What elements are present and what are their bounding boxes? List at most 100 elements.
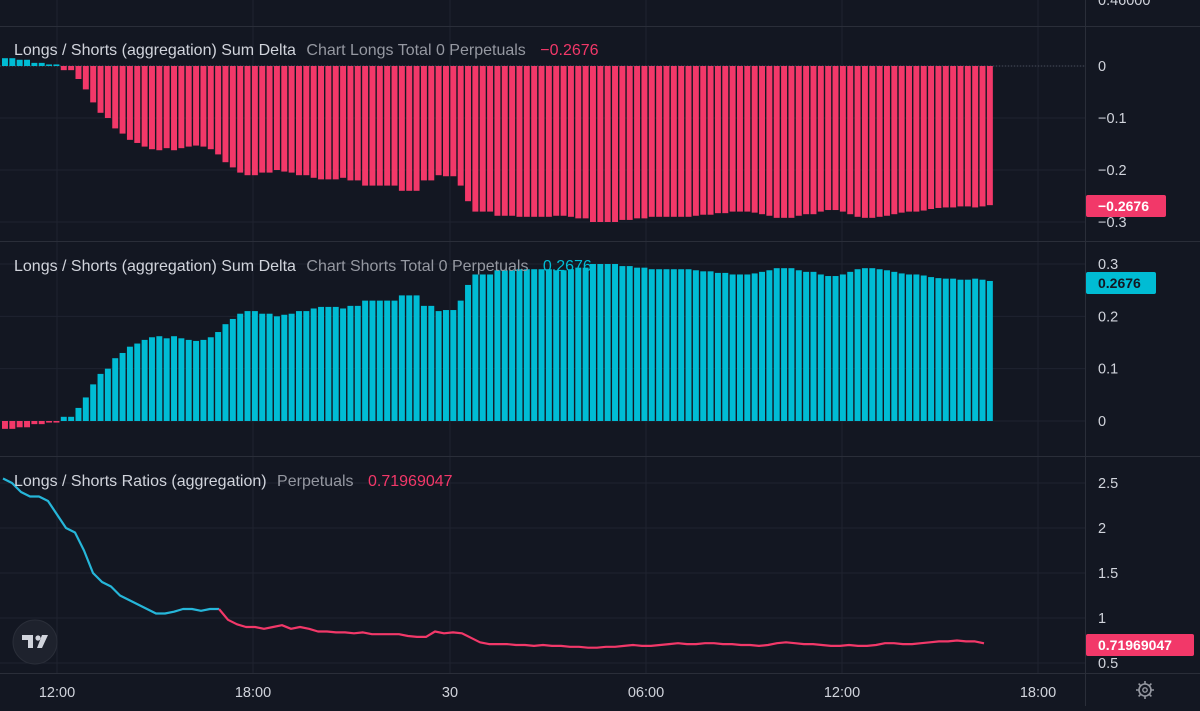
bar bbox=[906, 274, 912, 421]
bar bbox=[913, 274, 920, 421]
bar bbox=[751, 273, 758, 421]
bar bbox=[626, 266, 633, 421]
bar bbox=[685, 269, 692, 421]
bar bbox=[82, 397, 89, 421]
bar bbox=[575, 267, 582, 421]
bar bbox=[707, 66, 714, 215]
legend-sub: Chart Shorts Total 0 Perpetuals bbox=[306, 258, 528, 275]
badge-longs: −0.2676 bbox=[1086, 195, 1166, 217]
bar bbox=[384, 300, 391, 421]
bar bbox=[560, 66, 567, 216]
bar bbox=[942, 66, 949, 208]
bar bbox=[582, 66, 589, 219]
bar bbox=[406, 66, 413, 191]
bar bbox=[773, 66, 780, 218]
time-label: 12:00 bbox=[824, 685, 860, 701]
bar bbox=[215, 332, 222, 421]
bar bbox=[332, 306, 339, 421]
bar bbox=[729, 66, 736, 212]
bar bbox=[523, 66, 530, 217]
bar bbox=[685, 66, 692, 217]
bar bbox=[281, 66, 288, 172]
bar bbox=[126, 66, 133, 140]
bar bbox=[516, 66, 523, 217]
bar bbox=[516, 269, 523, 421]
bar bbox=[156, 336, 163, 421]
badge-value: −0.2676 bbox=[1098, 198, 1149, 214]
legend-title: Longs / Shorts (aggregation) Sum Delta bbox=[14, 258, 296, 275]
time-label: 12:00 bbox=[39, 685, 75, 701]
bar bbox=[16, 421, 23, 428]
bar bbox=[832, 66, 839, 211]
legend-sub: Perpetuals bbox=[277, 473, 354, 490]
badge-value: 0.71969047 bbox=[1098, 637, 1172, 653]
bar bbox=[634, 66, 641, 219]
bar bbox=[612, 264, 618, 421]
bar bbox=[16, 59, 23, 66]
bar bbox=[222, 66, 229, 163]
bar bbox=[817, 66, 824, 212]
bar bbox=[296, 66, 302, 176]
bar bbox=[604, 66, 611, 222]
bar bbox=[193, 340, 200, 421]
bar bbox=[891, 66, 898, 215]
bar bbox=[494, 66, 501, 216]
legend-sub: Chart Longs Total 0 Perpetuals bbox=[306, 42, 525, 59]
bar bbox=[134, 343, 141, 421]
tradingview-logo-icon[interactable] bbox=[12, 619, 58, 665]
bar bbox=[376, 66, 383, 186]
bar bbox=[472, 66, 479, 212]
bar bbox=[626, 66, 633, 220]
bar bbox=[590, 264, 596, 421]
bar bbox=[964, 66, 971, 207]
bar bbox=[553, 66, 560, 216]
bar bbox=[795, 66, 802, 216]
bar bbox=[986, 280, 993, 421]
bar bbox=[450, 66, 457, 177]
bar bbox=[369, 66, 376, 186]
bar bbox=[303, 66, 310, 176]
bar bbox=[979, 66, 986, 207]
bar bbox=[163, 66, 170, 149]
bar bbox=[861, 66, 868, 218]
bar bbox=[237, 66, 244, 173]
bar bbox=[53, 64, 60, 66]
bar bbox=[722, 272, 729, 421]
price-axis-label: 0.1 bbox=[1098, 362, 1118, 378]
bar bbox=[340, 308, 347, 421]
bar bbox=[229, 318, 236, 421]
time-axis: 12:00 18:00 30 06:00 12:00 18:00 bbox=[39, 685, 1056, 701]
bar bbox=[810, 271, 817, 421]
bar bbox=[266, 66, 273, 173]
bar bbox=[759, 271, 765, 421]
bar bbox=[567, 66, 574, 217]
bar bbox=[751, 66, 758, 213]
gear-icon[interactable] bbox=[1136, 681, 1154, 699]
bar bbox=[788, 268, 795, 421]
bar bbox=[288, 66, 295, 173]
bar bbox=[178, 338, 185, 421]
bar bbox=[795, 270, 802, 421]
bar bbox=[288, 313, 295, 421]
bar bbox=[972, 66, 979, 208]
bar bbox=[964, 279, 971, 421]
bar bbox=[884, 270, 890, 421]
price-axis-label: 0.5 bbox=[1098, 656, 1118, 672]
bar bbox=[251, 311, 258, 421]
bar bbox=[692, 66, 699, 216]
bar bbox=[193, 66, 200, 146]
bar bbox=[435, 66, 442, 176]
svg-text:Longs / Shorts (aggregation) S: Longs / Shorts (aggregation) Sum Delta C… bbox=[14, 42, 599, 59]
ratio-line-positive bbox=[2, 477, 219, 615]
bar bbox=[950, 66, 957, 208]
bar bbox=[839, 274, 846, 421]
ratio-line bbox=[2, 477, 985, 649]
bar bbox=[920, 275, 927, 421]
bar bbox=[347, 305, 354, 421]
bar bbox=[104, 368, 111, 421]
bar bbox=[876, 66, 883, 217]
bar bbox=[296, 311, 302, 421]
bar bbox=[420, 305, 427, 421]
